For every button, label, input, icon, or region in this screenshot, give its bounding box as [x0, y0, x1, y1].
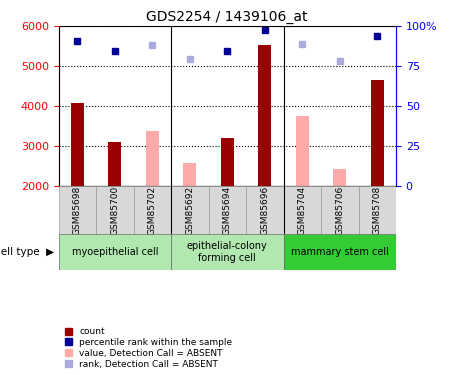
- Text: GSM85692: GSM85692: [185, 186, 194, 235]
- Bar: [71, 103, 84, 186]
- Text: GSM85696: GSM85696: [260, 185, 269, 235]
- Legend: count, percentile rank within the sample, value, Detection Call = ABSENT, rank, : count, percentile rank within the sample…: [63, 326, 234, 370]
- Text: GSM85708: GSM85708: [373, 185, 382, 235]
- Bar: [333, 169, 346, 186]
- FancyBboxPatch shape: [58, 186, 96, 234]
- Text: GSM85704: GSM85704: [298, 186, 307, 235]
- FancyBboxPatch shape: [208, 186, 246, 234]
- FancyBboxPatch shape: [96, 186, 134, 234]
- FancyBboxPatch shape: [284, 234, 396, 270]
- Text: myoepithelial cell: myoepithelial cell: [72, 247, 158, 257]
- FancyBboxPatch shape: [171, 186, 208, 234]
- FancyBboxPatch shape: [58, 234, 171, 270]
- Text: GSM85700: GSM85700: [110, 185, 119, 235]
- Text: mammary stem cell: mammary stem cell: [291, 247, 389, 257]
- FancyBboxPatch shape: [171, 234, 284, 270]
- FancyBboxPatch shape: [284, 186, 321, 234]
- FancyBboxPatch shape: [134, 186, 171, 234]
- Text: GSM85698: GSM85698: [73, 185, 82, 235]
- Text: GSM85694: GSM85694: [223, 186, 232, 235]
- Bar: [296, 116, 309, 186]
- Text: GSM85702: GSM85702: [148, 186, 157, 235]
- Bar: [183, 163, 196, 186]
- Bar: [371, 80, 384, 186]
- FancyBboxPatch shape: [321, 186, 359, 234]
- Text: cell type  ▶: cell type ▶: [0, 247, 54, 257]
- Bar: [220, 138, 234, 186]
- Bar: [258, 45, 271, 186]
- FancyBboxPatch shape: [359, 186, 396, 234]
- Text: GSM85706: GSM85706: [335, 185, 344, 235]
- FancyBboxPatch shape: [246, 186, 284, 234]
- Text: epithelial-colony
forming cell: epithelial-colony forming cell: [187, 241, 268, 263]
- Bar: [146, 131, 159, 186]
- Bar: [108, 142, 122, 186]
- Title: GDS2254 / 1439106_at: GDS2254 / 1439106_at: [147, 10, 308, 24]
